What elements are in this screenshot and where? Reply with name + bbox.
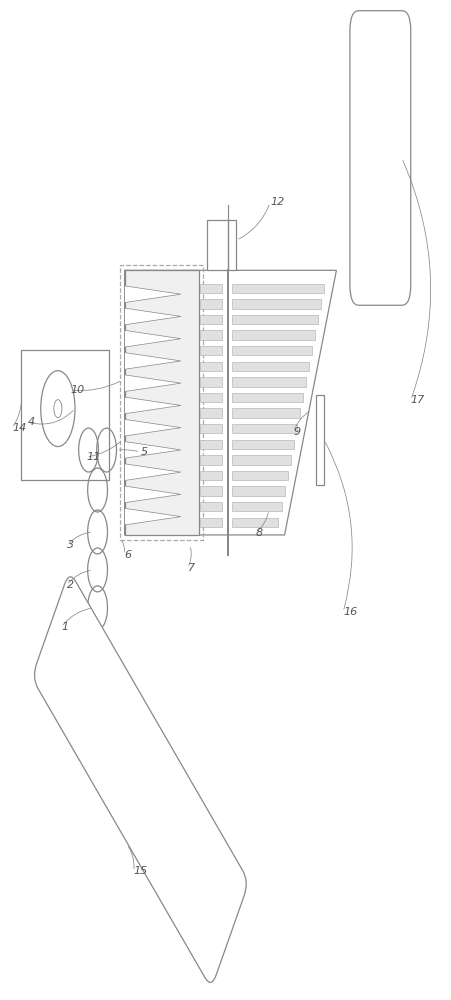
Polygon shape bbox=[124, 330, 180, 347]
Bar bbox=[199, 486, 222, 496]
Bar bbox=[199, 518, 222, 527]
Bar bbox=[231, 471, 287, 480]
Bar bbox=[199, 315, 222, 324]
Polygon shape bbox=[124, 419, 180, 436]
Bar bbox=[231, 518, 278, 527]
Text: 1: 1 bbox=[61, 622, 69, 632]
Polygon shape bbox=[124, 375, 180, 392]
Bar bbox=[199, 393, 222, 402]
Bar bbox=[120, 265, 203, 540]
Bar bbox=[199, 362, 222, 371]
Text: 7: 7 bbox=[187, 563, 194, 573]
Bar bbox=[199, 330, 222, 340]
Text: 15: 15 bbox=[133, 866, 147, 876]
Bar bbox=[231, 377, 305, 387]
Polygon shape bbox=[124, 508, 180, 525]
Polygon shape bbox=[124, 353, 180, 369]
Text: 4: 4 bbox=[28, 417, 35, 427]
Bar bbox=[199, 346, 222, 355]
FancyBboxPatch shape bbox=[34, 577, 246, 982]
Bar bbox=[199, 284, 222, 293]
Text: 6: 6 bbox=[124, 550, 131, 560]
Polygon shape bbox=[124, 486, 180, 503]
Bar bbox=[315, 395, 323, 485]
Bar bbox=[199, 502, 222, 511]
Bar bbox=[21, 350, 109, 480]
Bar bbox=[231, 408, 299, 418]
Text: 11: 11 bbox=[86, 452, 100, 462]
Bar bbox=[199, 440, 222, 449]
Bar bbox=[231, 455, 290, 465]
Polygon shape bbox=[124, 442, 180, 458]
Bar bbox=[231, 284, 324, 293]
Text: 3: 3 bbox=[67, 540, 74, 550]
Bar bbox=[231, 440, 293, 449]
Bar bbox=[231, 362, 308, 371]
Polygon shape bbox=[124, 464, 180, 480]
Polygon shape bbox=[124, 286, 180, 303]
Text: 5: 5 bbox=[140, 447, 147, 457]
Text: 12: 12 bbox=[270, 197, 284, 207]
FancyBboxPatch shape bbox=[349, 11, 410, 305]
Text: 14: 14 bbox=[12, 423, 26, 433]
Bar bbox=[199, 408, 222, 418]
Bar bbox=[231, 486, 284, 496]
Bar bbox=[231, 424, 296, 433]
Bar bbox=[231, 346, 311, 355]
Bar bbox=[199, 471, 222, 480]
Bar bbox=[199, 455, 222, 465]
Bar bbox=[231, 299, 321, 309]
Polygon shape bbox=[124, 397, 180, 414]
Bar bbox=[231, 330, 314, 340]
Text: 8: 8 bbox=[255, 528, 262, 538]
Bar bbox=[199, 424, 222, 433]
Bar bbox=[231, 393, 302, 402]
Bar bbox=[231, 315, 318, 324]
Bar bbox=[207, 220, 236, 270]
Bar bbox=[124, 270, 198, 535]
Polygon shape bbox=[124, 270, 336, 535]
Text: 16: 16 bbox=[342, 607, 357, 617]
Bar bbox=[231, 502, 281, 511]
Text: 9: 9 bbox=[293, 427, 300, 437]
Text: 10: 10 bbox=[70, 385, 85, 395]
Text: 2: 2 bbox=[67, 580, 74, 590]
Bar bbox=[199, 377, 222, 387]
Bar bbox=[199, 299, 222, 309]
Polygon shape bbox=[124, 308, 180, 325]
Text: 17: 17 bbox=[410, 395, 424, 405]
